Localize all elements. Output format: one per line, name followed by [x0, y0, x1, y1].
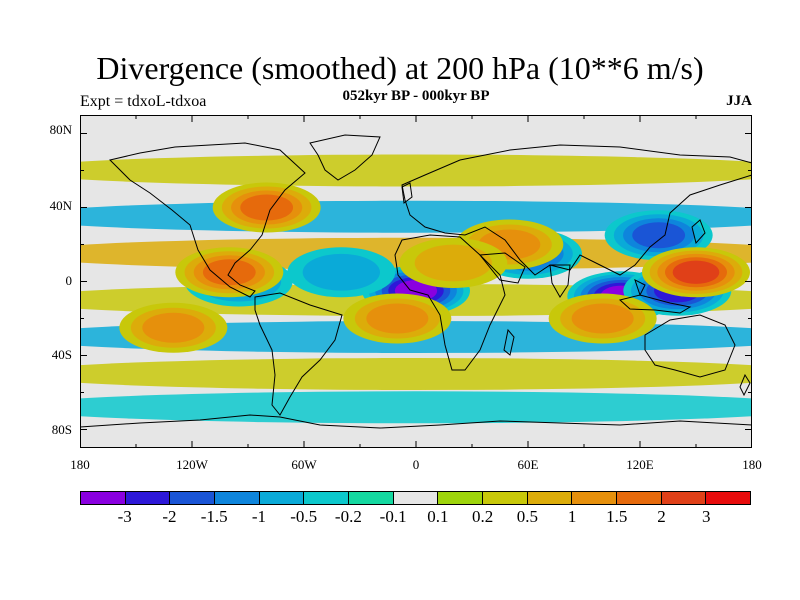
colorbar-label: -0.1	[379, 507, 407, 526]
x-tick-label: 180	[742, 457, 762, 472]
field-band	[80, 391, 752, 424]
colorbar-swatch	[527, 492, 573, 504]
y-tick-label: 0	[65, 273, 73, 288]
field-contour	[414, 244, 493, 282]
colorbar	[80, 491, 751, 505]
field-band	[80, 154, 752, 187]
colorbar-label: 0.5	[516, 507, 538, 526]
axis-ticks	[79, 115, 753, 448]
x-tick-label: 180	[70, 457, 90, 472]
colorbar-label: -0.5	[290, 507, 318, 526]
x-tick-label: 60W	[291, 457, 317, 472]
y-tick-label: 40N	[49, 198, 72, 213]
colorbar-swatch	[706, 492, 751, 504]
coastlines	[80, 134, 752, 429]
colorbar-label: 0.2	[471, 507, 494, 526]
x-tick-label: 120W	[176, 457, 208, 472]
colorbar-label: 0.1	[427, 507, 449, 526]
field-contour	[142, 312, 205, 343]
colorbar-swatch	[215, 492, 260, 504]
y-tick-label: 40S	[51, 347, 72, 362]
map-panel	[79, 115, 753, 448]
colorbar-swatch	[572, 492, 618, 504]
experiment-label: Expt = tdxoL-tdxoa	[80, 93, 207, 110]
colorbar-label: -1.5	[200, 507, 228, 526]
colorbar-swatch	[304, 492, 350, 504]
colorbar-label: 3	[702, 507, 711, 526]
x-tick-label: 120E	[626, 457, 654, 472]
y-tick-label: 80N	[49, 122, 72, 137]
field-contours	[80, 154, 752, 424]
field-contour	[302, 253, 380, 291]
field-contour	[672, 260, 720, 284]
colorbar-label: 2	[657, 507, 666, 526]
colorbar-label: -0.2	[334, 507, 362, 526]
divergence-map	[79, 115, 753, 448]
colorbar-swatch	[661, 492, 707, 504]
colorbar-label: -1	[251, 507, 266, 526]
colorbar-swatch	[438, 492, 484, 504]
plot-title: Divergence (smoothed) at 200 hPa (10**6 …	[96, 50, 704, 86]
colorbar-label: -3	[117, 507, 132, 526]
x-tick-label: 60E	[517, 457, 539, 472]
field-contour	[571, 303, 634, 334]
x-tick-label: 0	[412, 457, 420, 472]
colorbar-swatch	[349, 492, 394, 504]
colorbar-label: -2	[162, 507, 177, 526]
colorbar-swatch	[259, 492, 305, 504]
field-contour	[632, 222, 686, 249]
y-tick-label: 80S	[51, 422, 72, 437]
colorbar-swatch	[483, 492, 528, 504]
colorbar-swatch	[81, 492, 126, 504]
colorbar-swatch	[617, 492, 662, 504]
field-contour	[240, 194, 294, 221]
colorbar-label: 1.5	[606, 507, 628, 526]
season-label: JJA	[726, 93, 752, 109]
colorbar-swatch	[125, 492, 171, 504]
plot-subtitle: 052kyr BP - 000kyr BP	[342, 88, 490, 104]
colorbar-swatch	[170, 492, 216, 504]
colorbar-swatch	[393, 492, 439, 504]
colorbar-label: 1	[567, 507, 577, 526]
field-contour	[366, 303, 429, 334]
field-band	[80, 358, 752, 390]
